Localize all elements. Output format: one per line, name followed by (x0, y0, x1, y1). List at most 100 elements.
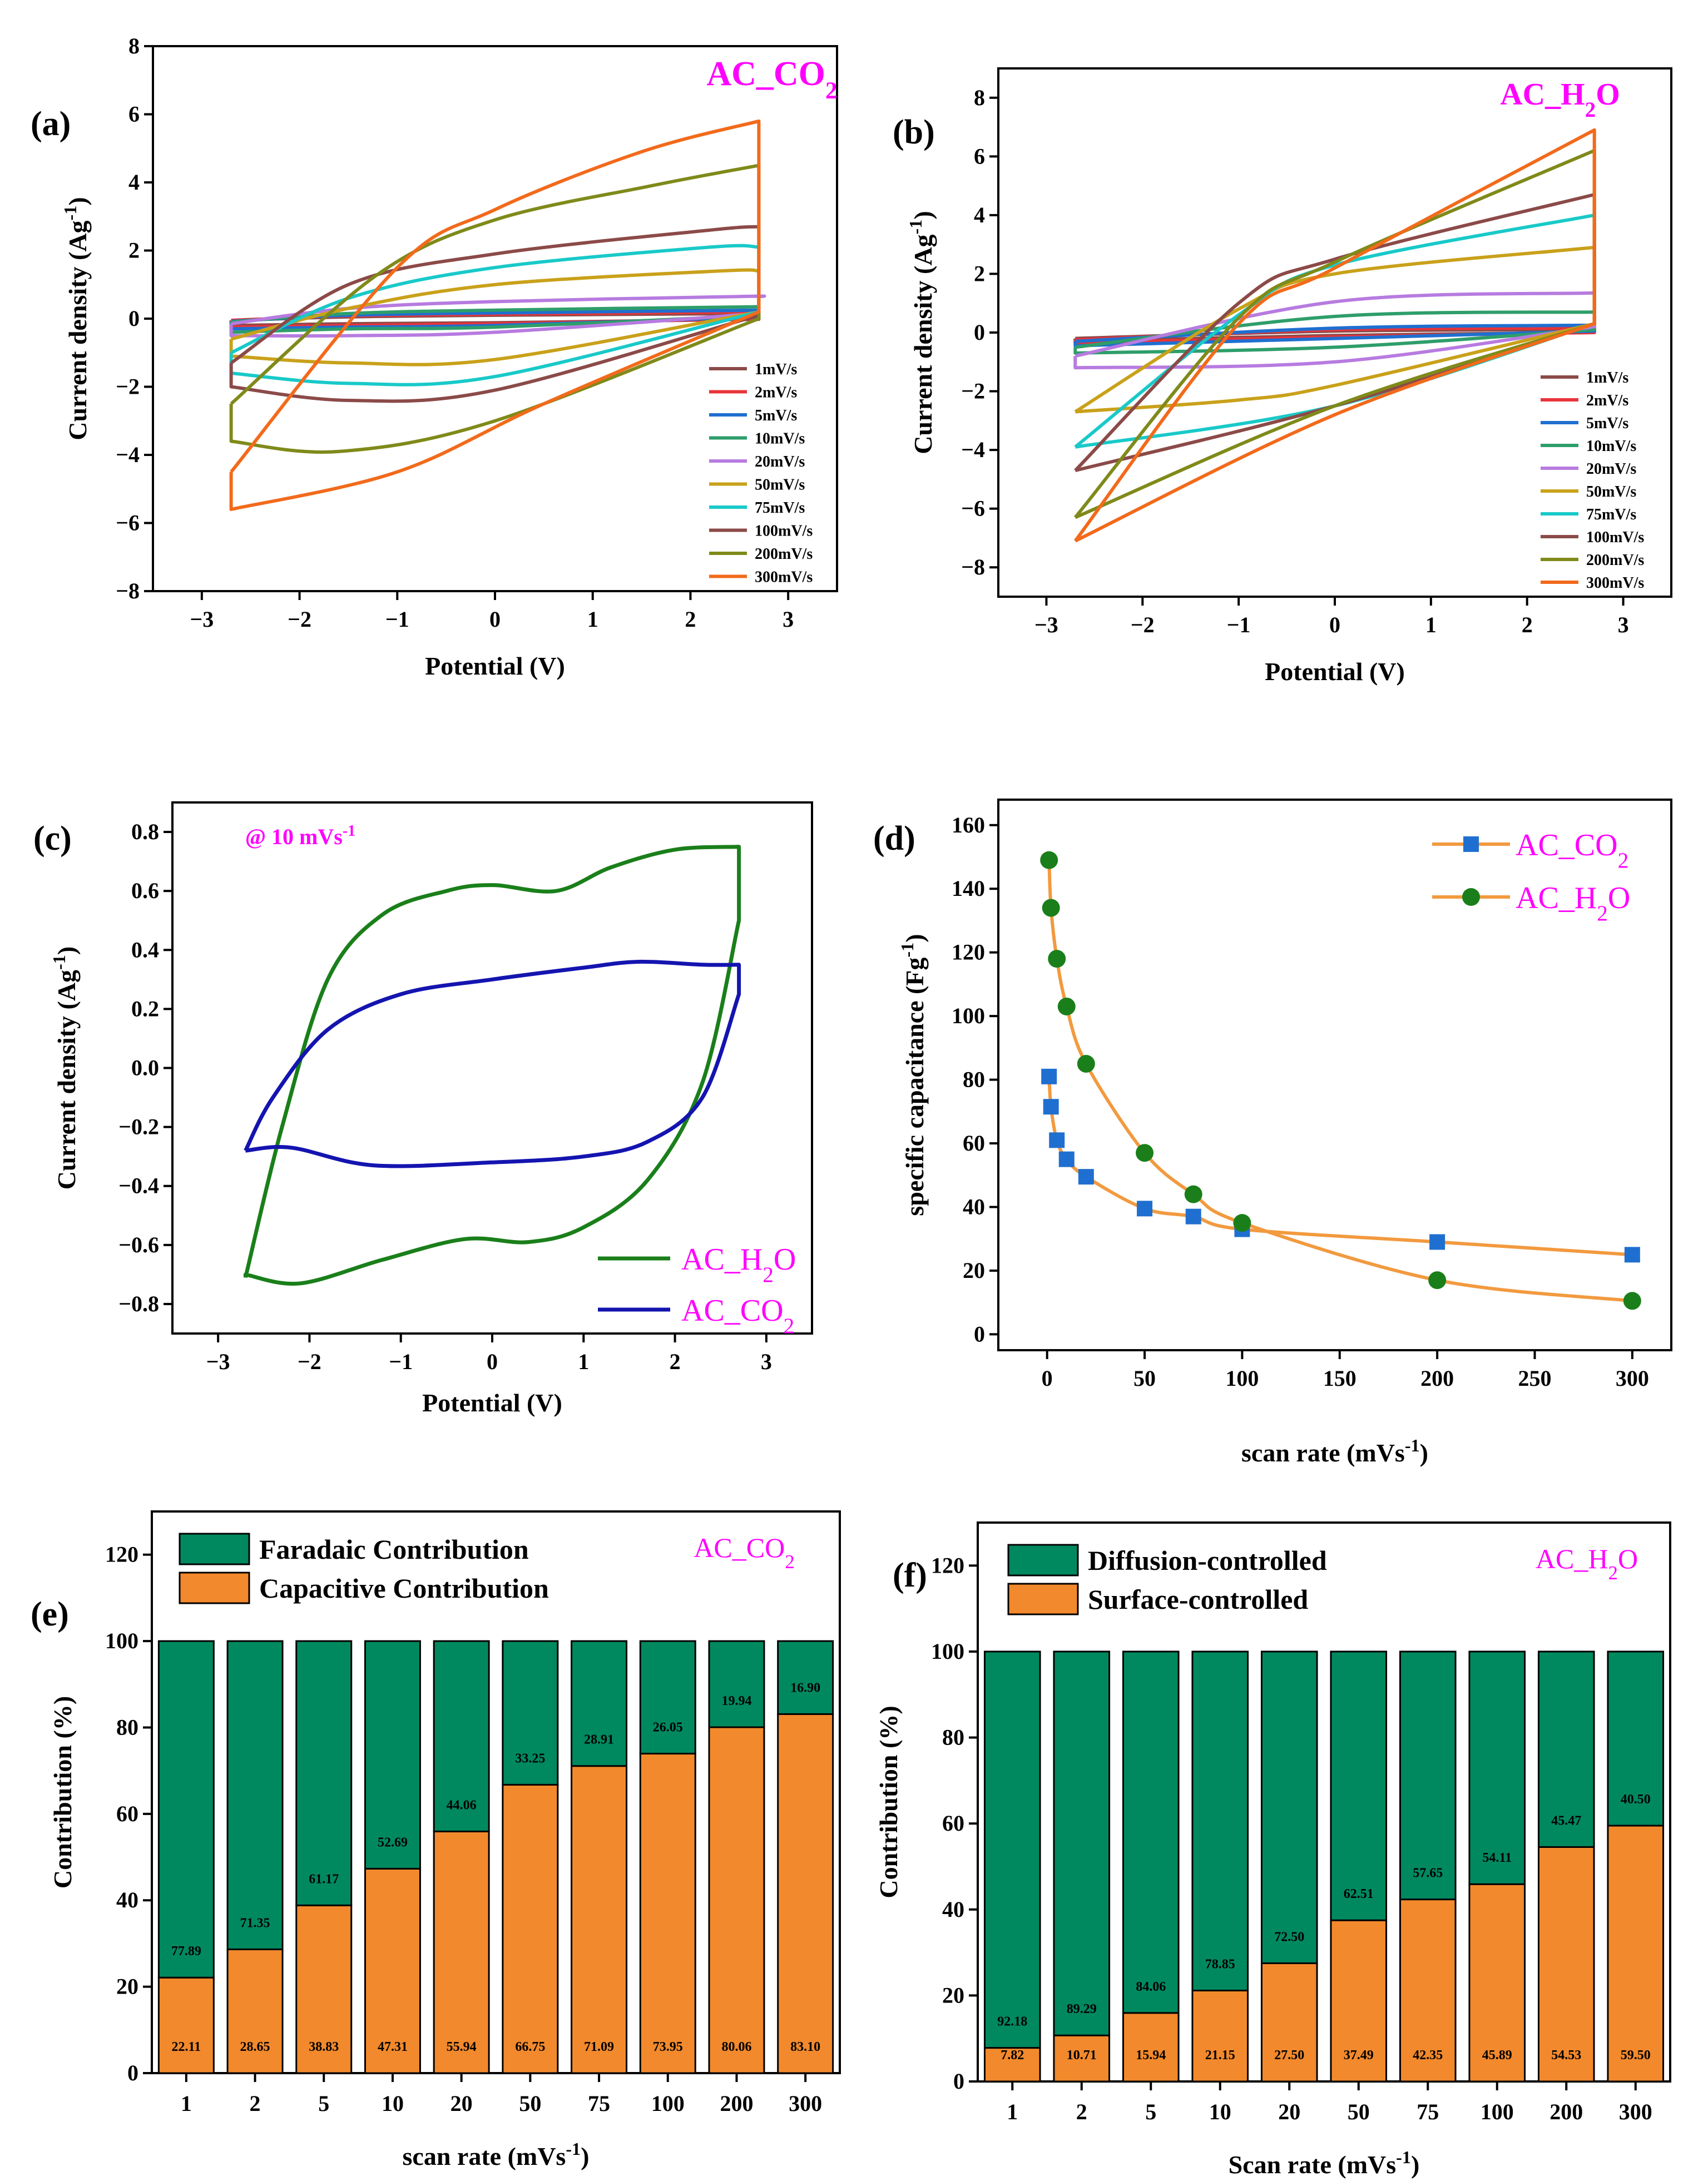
panel-letter-b: (b) (893, 113, 935, 151)
bar-value-upper: 16.90 (790, 1681, 820, 1695)
bar-upper (1468, 1650, 1526, 1885)
y-tick-label: −0.6 (118, 1232, 159, 1257)
y-tick-label: 0 (128, 306, 140, 331)
bar-value-upper: 52.69 (378, 1835, 408, 1850)
y-tick-label: −8 (961, 554, 985, 579)
panel-a: −8 −6 −4 −2 0 2 4 6 8 −3 −2 −1 0 1 2 3 AC_CO2 1mV/s 2mV/s 5… (60, 33, 838, 680)
bar-value-upper: 44.06 (447, 1798, 477, 1812)
bar-value-lower: 59.50 (1621, 2048, 1651, 2063)
legend-label: Surface-controlled (1088, 1584, 1308, 1615)
bar-value-lower: 38.83 (309, 2040, 339, 2054)
bar-lower (571, 1765, 628, 2074)
x-tick-label: 2 (1076, 2099, 1087, 2124)
bar-upper (157, 1640, 215, 1979)
y-tick-label: −0.2 (118, 1114, 159, 1139)
legend-label: 1mV/s (1586, 369, 1628, 386)
y-tick-label: 120 (931, 1553, 964, 1578)
bar-value-upper: 77.89 (171, 1944, 201, 1959)
cv-curve-20mV/s (229, 294, 766, 338)
plot-frame (151, 1510, 841, 2074)
panel-c: −0.8 −0.6 −0.4 −0.2 0.0 0.2 0.4 0.6 0.8 −3 −2 −1 0 1 2… (49, 801, 813, 1417)
cv-curve-300mV/s (1073, 128, 1596, 543)
legend-label: AC_H2O (681, 1242, 796, 1287)
legend-label: 20mV/s (755, 453, 805, 470)
panel-d: 0 20 40 60 80 100 120 140 160 0 50 100 150 200 250 300 A… (897, 799, 1672, 1467)
bar-upper (1053, 1650, 1111, 2036)
cv-curve-AC_CO2 (244, 959, 741, 1168)
x-axis-title: Potential (V) (425, 652, 565, 680)
y-tick-label: −6 (961, 496, 985, 521)
legend-label: 10mV/s (1586, 438, 1636, 455)
legend-label: AC_H2O (1516, 881, 1630, 925)
x-tick-label: 1 (1007, 2099, 1018, 2124)
marker-circle (1428, 1271, 1447, 1290)
y-tick-label: 40 (942, 1897, 964, 1922)
legend-label: 100mV/s (1586, 529, 1644, 546)
marker-square (1043, 1099, 1059, 1115)
bar-lower (1537, 1846, 1595, 2083)
x-axis-title: Scan rate (mVs-1) (1229, 2147, 1420, 2179)
y-tick-label: 0 (953, 2069, 964, 2094)
bar-value-upper: 33.25 (515, 1751, 545, 1766)
x-tick-label: −2 (1131, 612, 1155, 637)
y-tick-label: 6 (974, 143, 985, 168)
y-axis-title: Contribution (%) (874, 1706, 903, 1898)
bar-value-lower: 73.95 (653, 2040, 683, 2054)
bar-value-upper: 84.06 (1136, 1980, 1166, 1994)
bar-value-lower: 45.89 (1482, 2048, 1512, 2063)
panel-b: −8 −6 −4 −2 0 2 4 6 8 −3 −2 −1 0 1 2 3 AC_H2O 1mV/s 2mV/s 5… (905, 67, 1672, 686)
bar-value-upper: 28.91 (584, 1733, 614, 1747)
bar-value-upper: 40.50 (1621, 1792, 1651, 1807)
cv-curve-50mV/s (229, 268, 761, 366)
panel-letter-a: (a) (31, 105, 71, 143)
y-tick-label: 2 (128, 238, 140, 263)
y-tick-label: 140 (952, 876, 985, 901)
y-tick-label: 0 (974, 1321, 985, 1346)
x-tick-label: −1 (385, 607, 409, 632)
y-tick-label: −0.8 (118, 1291, 159, 1316)
y-tick-label: 4 (128, 170, 140, 195)
x-tick-label: 150 (1323, 1366, 1357, 1391)
legend-label: 300mV/s (1586, 574, 1644, 592)
cv-curve-200mV/s (1073, 148, 1596, 519)
bar-value-upper: 26.05 (653, 1720, 683, 1734)
x-tick-label: 50 (1348, 2099, 1370, 2124)
x-tick-label: 2 (685, 607, 696, 632)
panel-f: 0 20 40 60 80 100 120 7.82 92.18 1 10.71 89.29 2 15.9… (874, 1521, 1671, 2179)
y-tick-label: 0.8 (131, 819, 159, 844)
y-tick-label: 160 (952, 812, 985, 837)
marker-square (1058, 1151, 1075, 1167)
bar-upper (295, 1640, 353, 1906)
legend-marker (1462, 888, 1480, 906)
bar-upper (1399, 1650, 1457, 1901)
bar-value-lower: 27.50 (1274, 2048, 1304, 2063)
bar-upper (777, 1640, 834, 1715)
bar-upper (364, 1640, 421, 1870)
x-tick-label: 200 (1420, 1366, 1454, 1391)
x-tick-label: 200 (720, 2091, 753, 2116)
bar-value-lower: 15.94 (1136, 2048, 1166, 2063)
bar-value-lower: 22.11 (172, 2040, 201, 2054)
y-tick-label: 4 (974, 202, 985, 227)
x-tick-label: 5 (318, 2091, 329, 2116)
bar-upper (1607, 1650, 1665, 1827)
legend-label: 200mV/s (755, 546, 813, 563)
x-axis-title: Potential (V) (1265, 657, 1405, 686)
x-tick-label: 300 (1616, 1366, 1649, 1391)
x-tick-label: 1 (578, 1349, 589, 1374)
marker-circle (1623, 1292, 1641, 1310)
y-axis-title: Current density (Ag-1) (49, 946, 81, 1189)
x-tick-label: −2 (298, 1349, 321, 1374)
bar-lower (708, 1726, 765, 2074)
legend-label: 50mV/s (755, 477, 805, 494)
bar-lower (1468, 1883, 1526, 2083)
bar-lower (1260, 1962, 1318, 2083)
y-tick-label: 40 (963, 1194, 985, 1219)
legend-swatch (1007, 1583, 1079, 1615)
y-tick-label: 2 (974, 261, 985, 286)
x-tick-label: 2 (250, 2091, 261, 2116)
bar-lower (1191, 1989, 1249, 2083)
legend-label: 100mV/s (755, 523, 813, 540)
bar-value-lower: 47.31 (378, 2040, 408, 2054)
